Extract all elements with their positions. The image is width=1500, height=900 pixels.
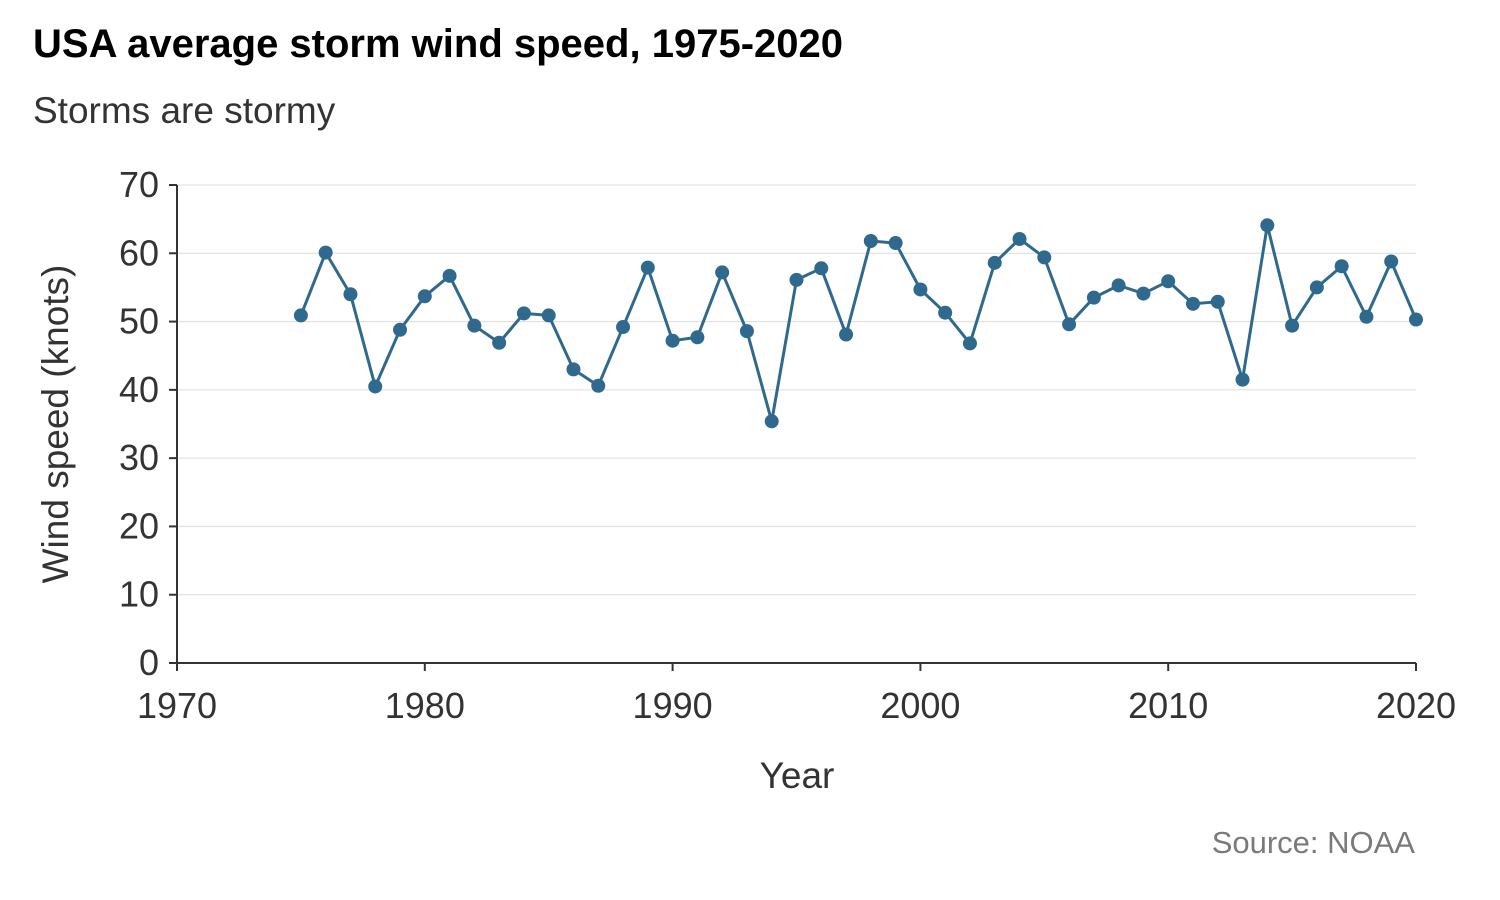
data-point-2001 xyxy=(938,305,953,320)
data-point-2004 xyxy=(1012,231,1027,246)
source-caption: Source: NOAA xyxy=(1211,825,1415,860)
data-point-2006 xyxy=(1062,317,1077,332)
y-axis-title: Wind speed (knots) xyxy=(35,265,76,584)
data-point-2008 xyxy=(1111,278,1126,293)
data-point-2019 xyxy=(1384,254,1399,269)
x-tick-label-1980: 1980 xyxy=(385,685,465,726)
data-point-1980 xyxy=(417,289,432,304)
data-point-1982 xyxy=(467,318,482,333)
x-tick-label-2000: 2000 xyxy=(880,685,960,726)
data-point-2007 xyxy=(1086,290,1101,305)
x-tick-label-2020: 2020 xyxy=(1376,685,1456,726)
data-point-2018 xyxy=(1359,309,1374,324)
data-point-1977 xyxy=(343,287,358,302)
data-point-2014 xyxy=(1260,218,1275,233)
data-point-1988 xyxy=(616,320,631,335)
data-point-1994 xyxy=(764,414,779,429)
data-point-2020 xyxy=(1409,312,1423,327)
data-point-1995 xyxy=(789,272,804,287)
grid-lines xyxy=(177,184,1416,596)
y-tick-label-0: 0 xyxy=(139,642,159,683)
data-point-1976 xyxy=(318,245,333,260)
series-line xyxy=(299,223,1418,423)
series-wind-speed xyxy=(293,218,1423,429)
y-tick-label-40: 40 xyxy=(119,369,159,410)
x-tick-label-1990: 1990 xyxy=(633,685,713,726)
chart-subtitle: Storms are stormy xyxy=(33,90,336,131)
data-point-2000 xyxy=(913,282,928,297)
data-point-1975 xyxy=(293,308,308,323)
data-point-1997 xyxy=(839,327,854,342)
y-tick-label-70: 70 xyxy=(119,164,159,205)
axes xyxy=(176,185,1416,664)
data-point-1985 xyxy=(541,308,556,323)
data-point-1978 xyxy=(368,379,383,394)
data-point-2011 xyxy=(1185,296,1200,311)
x-tick-label-2010: 2010 xyxy=(1128,685,1208,726)
data-point-1983 xyxy=(492,335,507,350)
data-point-2017 xyxy=(1334,259,1349,274)
data-point-1979 xyxy=(393,322,408,337)
y-tick-label-20: 20 xyxy=(119,505,159,546)
data-point-1990 xyxy=(665,333,680,348)
x-axis-title: Year xyxy=(760,755,835,796)
data-point-1993 xyxy=(739,324,754,339)
data-point-2015 xyxy=(1285,318,1300,333)
data-point-1999 xyxy=(888,236,903,251)
data-point-2002 xyxy=(962,336,977,351)
axis-ticks: 0 10 20 30 40 50 60 70 1970 1980 1990 2000 2010 2020 xyxy=(119,164,1456,726)
y-tick-label-10: 10 xyxy=(119,574,159,615)
data-point-1987 xyxy=(591,378,606,393)
data-point-1996 xyxy=(814,261,829,276)
y-tick-label-60: 60 xyxy=(119,232,159,273)
data-point-1989 xyxy=(640,260,655,275)
data-point-1981 xyxy=(442,268,457,283)
data-point-2012 xyxy=(1210,294,1225,309)
data-point-1992 xyxy=(715,265,730,280)
data-point-2003 xyxy=(987,255,1002,270)
data-point-2005 xyxy=(1037,250,1052,265)
data-point-2016 xyxy=(1309,280,1324,295)
data-point-1984 xyxy=(516,306,531,321)
data-point-2009 xyxy=(1136,286,1151,301)
y-tick-label-50: 50 xyxy=(119,301,159,342)
x-tick-label-1970: 1970 xyxy=(137,685,217,726)
y-tick-label-30: 30 xyxy=(119,437,159,478)
chart-title: USA average storm wind speed, 1975-2020 xyxy=(33,22,843,66)
data-point-1998 xyxy=(863,233,878,248)
data-point-1991 xyxy=(690,330,705,345)
data-point-1986 xyxy=(566,362,581,377)
data-point-2010 xyxy=(1161,274,1176,289)
data-point-2013 xyxy=(1235,372,1250,387)
